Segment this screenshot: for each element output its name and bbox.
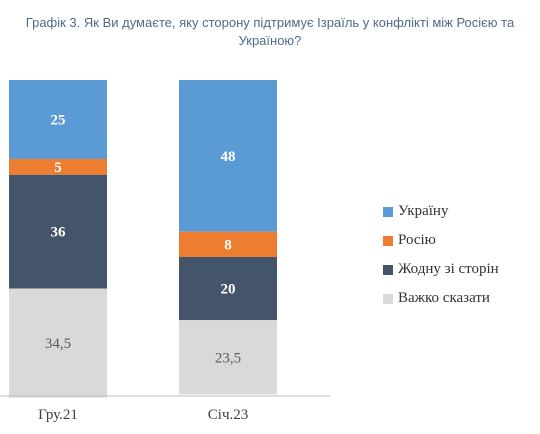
data-label-1-0: 48	[221, 149, 236, 165]
bar-0-1	[9, 159, 107, 175]
bar-0-2	[9, 174, 107, 289]
bar-0-0	[9, 80, 107, 159]
legend-label-3: Важко сказати	[398, 290, 490, 306]
data-label-0-1: 5	[54, 160, 62, 176]
bar-1-3	[179, 320, 277, 395]
bar-1-0	[179, 80, 277, 232]
data-label-1-1: 8	[224, 237, 232, 253]
legend-swatch-0	[383, 206, 393, 217]
legend-swatch-1	[383, 235, 393, 246]
data-label-1-3: 23,5	[215, 350, 241, 366]
legend-item-1: Росію	[383, 226, 499, 255]
data-label-0-2: 36	[51, 225, 67, 241]
legend-item-2: Жодну зі сторін	[383, 255, 499, 284]
legend-item-3: Важко сказати	[383, 284, 499, 313]
x-tick-label-1: Січ.23	[208, 407, 248, 423]
bar-0-3	[9, 288, 107, 398]
legend-item-0: Україну	[383, 197, 499, 226]
data-label-1-2: 20	[221, 282, 236, 298]
x-tick-label-0: Гру.21	[38, 407, 78, 423]
legend-label-0: Україну	[398, 203, 449, 219]
legend-swatch-3	[383, 293, 393, 304]
legend-label-2: Жодну зі сторін	[398, 261, 499, 277]
legend-swatch-2	[383, 264, 393, 275]
data-label-0-3: 34,5	[45, 336, 71, 352]
legend-label-1: Росію	[398, 232, 436, 248]
legend: Україну Росію Жодну зі сторін Важко сказати	[383, 197, 499, 313]
bar-1-2	[179, 256, 277, 321]
bar-1-1	[179, 231, 277, 257]
chart-title: Графік 3. Як Ви думаєте, яку сторону під…	[25, 15, 515, 48]
data-label-0-0: 25	[51, 113, 66, 129]
